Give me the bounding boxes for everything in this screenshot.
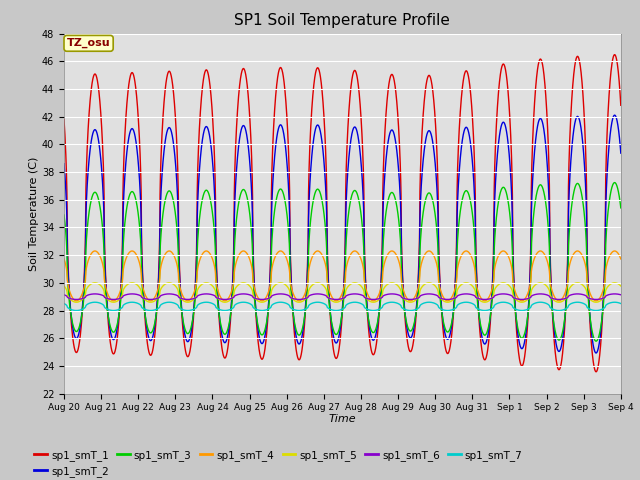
sp1_smT_5 [72,300,80,305]
sp1_smT_3 [611,180,618,185]
sp1_smT_1 [616,94,624,99]
sp1_smT_7 [499,300,507,305]
sp1_smT_1 [60,117,68,122]
Line: sp1_smT_1: sp1_smT_1 [64,55,621,372]
sp1_smT_5 [161,282,168,288]
sp1_smT_7 [616,300,624,306]
sp1_smT_7 [617,300,625,306]
sp1_smT_6 [161,291,168,297]
sp1_smT_4 [72,298,80,304]
sp1_smT_1 [160,99,168,105]
sp1_smT_6 [499,291,507,297]
sp1_smT_2 [60,161,68,167]
Line: sp1_smT_4: sp1_smT_4 [64,251,621,301]
Y-axis label: Soil Temperature (C): Soil Temperature (C) [29,156,39,271]
sp1_smT_3 [436,297,444,303]
sp1_smT_2 [616,144,624,150]
sp1_smT_5 [436,295,444,301]
sp1_smT_4 [617,256,625,262]
sp1_smT_2 [322,183,330,189]
sp1_smT_7 [322,302,330,308]
sp1_smT_4 [436,287,444,293]
sp1_smT_4 [611,248,618,254]
Legend: sp1_smT_1, sp1_smT_2, sp1_smT_3, sp1_smT_4, sp1_smT_5, sp1_smT_6, sp1_smT_7: sp1_smT_1, sp1_smT_2, sp1_smT_3, sp1_smT… [30,445,527,480]
sp1_smT_6 [467,292,475,298]
sp1_smT_1 [322,147,330,153]
sp1_smT_5 [467,282,475,288]
sp1_smT_6 [72,297,80,302]
Text: TZ_osu: TZ_osu [67,38,111,48]
sp1_smT_3 [467,202,475,208]
sp1_smT_4 [161,253,168,259]
sp1_smT_3 [499,185,506,191]
sp1_smT_6 [617,292,625,298]
sp1_smT_1 [436,287,444,292]
sp1_smT_4 [499,248,507,254]
sp1_smT_5 [322,286,330,291]
sp1_smT_6 [60,292,68,298]
sp1_smT_4 [467,253,475,259]
sp1_smT_5 [611,280,618,286]
sp1_smT_6 [611,291,618,297]
sp1_smT_3 [160,204,168,209]
sp1_smT_3 [617,205,625,211]
Line: sp1_smT_2: sp1_smT_2 [64,115,621,353]
sp1_smT_3 [322,227,330,233]
Line: sp1_smT_6: sp1_smT_6 [64,294,621,300]
sp1_smT_5 [60,283,68,289]
sp1_smT_4 [60,256,68,262]
sp1_smT_2 [499,120,506,125]
Line: sp1_smT_5: sp1_smT_5 [64,283,621,302]
sp1_smT_1 [611,52,618,58]
sp1_smT_1 [499,61,506,67]
sp1_smT_6 [322,293,330,299]
sp1_smT_6 [436,295,444,301]
sp1_smT_4 [616,255,624,261]
sp1_smT_1 [617,102,625,108]
X-axis label: Time: Time [328,414,356,424]
sp1_smT_1 [467,96,475,102]
sp1_smT_4 [322,263,330,268]
sp1_smT_2 [592,350,600,356]
sp1_smT_6 [616,292,624,298]
sp1_smT_2 [617,150,625,156]
sp1_smT_2 [611,112,618,118]
sp1_smT_7 [161,300,168,306]
sp1_smT_5 [616,283,624,288]
sp1_smT_2 [160,148,168,154]
Title: SP1 Soil Temperature Profile: SP1 Soil Temperature Profile [234,13,451,28]
sp1_smT_5 [617,283,625,289]
sp1_smT_7 [467,300,475,306]
sp1_smT_5 [499,280,507,286]
sp1_smT_2 [467,145,475,151]
sp1_smT_7 [72,308,80,313]
sp1_smT_3 [60,212,68,218]
sp1_smT_2 [436,288,444,294]
Line: sp1_smT_7: sp1_smT_7 [64,302,621,311]
sp1_smT_3 [592,338,600,344]
sp1_smT_7 [60,300,68,306]
Line: sp1_smT_3: sp1_smT_3 [64,182,621,341]
sp1_smT_3 [616,201,624,206]
sp1_smT_7 [436,306,444,312]
sp1_smT_7 [611,300,618,305]
sp1_smT_1 [592,369,600,375]
